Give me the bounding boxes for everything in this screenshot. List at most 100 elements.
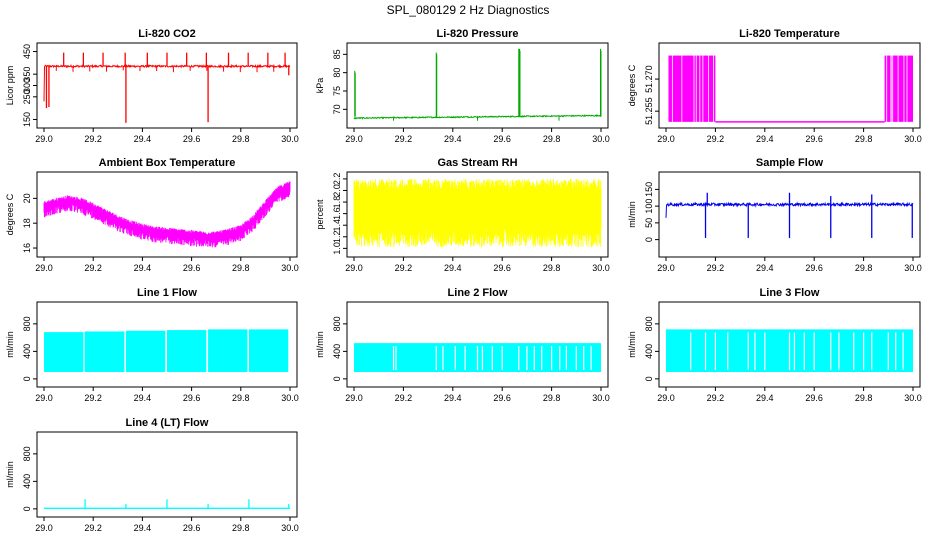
y-axis-label: percent bbox=[315, 199, 325, 230]
plot-area bbox=[668, 55, 913, 123]
x-tick-label: 29.8 bbox=[543, 263, 561, 273]
x-tick-label: 29.4 bbox=[444, 393, 462, 403]
flow-block bbox=[208, 329, 248, 372]
panel-sample-flow: Sample Flow ml/min 29.0 29.2 29.4 29.6 29.8 30.… bbox=[627, 157, 922, 273]
x-tick-label: 29.2 bbox=[707, 134, 725, 144]
x-tick-label: 29.0 bbox=[657, 263, 675, 273]
x-tick-label: 29.4 bbox=[134, 393, 152, 403]
y-tick-label: 51.270 bbox=[644, 65, 654, 93]
panel-title: Line 4 (LT) Flow bbox=[126, 417, 209, 429]
plot-area bbox=[353, 48, 602, 121]
plot-frame bbox=[658, 42, 921, 129]
x-tick-label: 29.6 bbox=[183, 523, 201, 533]
y-axis-label: degrees C bbox=[627, 64, 637, 106]
x-tick-label: 29.2 bbox=[395, 393, 413, 403]
y-tick-label: 20 bbox=[22, 193, 32, 203]
plot-area bbox=[44, 329, 289, 372]
y-tick-label: 0 bbox=[332, 376, 342, 381]
y-tick-label: 2.2 bbox=[332, 173, 342, 186]
y-tick-label: 16 bbox=[22, 243, 32, 253]
x-tick-label: 30.0 bbox=[281, 134, 299, 144]
panel-line-2-flow: Line 2 Flow ml/min 29.0 29.2 29.4 29.6 29.8 30.… bbox=[315, 287, 610, 403]
x-tick-label: 29.0 bbox=[35, 393, 53, 403]
y-tick-label: 2.0 bbox=[332, 184, 342, 197]
y-axis-label: ml/min bbox=[315, 331, 325, 358]
y-tick-label: 1.8 bbox=[332, 196, 342, 209]
x-tick-label: 30.0 bbox=[281, 263, 299, 273]
oscillation-block bbox=[884, 55, 913, 122]
panel-title: Ambient Box Temperature bbox=[99, 157, 236, 169]
y-tick-label: 400 bbox=[22, 474, 32, 489]
plot-frame bbox=[36, 431, 298, 518]
x-tick-label: 29.8 bbox=[855, 134, 873, 144]
x-tick-label: 29.6 bbox=[805, 393, 823, 403]
x-tick-label: 29.8 bbox=[543, 393, 561, 403]
y-tick-label: 85 bbox=[332, 49, 342, 59]
panel-li-820-pressure: Li-820 Pressure kPa 29.0 29.2 29.4 29.6 29.8 30… bbox=[315, 28, 610, 144]
y-tick-label: 80 bbox=[332, 68, 342, 78]
x-tick-label: 30.0 bbox=[904, 263, 922, 273]
x-tick-label: 29.6 bbox=[183, 134, 201, 144]
flow-block bbox=[167, 330, 207, 372]
plot-frame bbox=[346, 171, 609, 258]
y-axis-label: Licor ppm bbox=[5, 66, 15, 106]
x-tick-label: 29.6 bbox=[493, 134, 511, 144]
x-tick-label: 29.8 bbox=[232, 523, 250, 533]
x-tick-label: 29.4 bbox=[756, 134, 774, 144]
x-tick-label: 29.6 bbox=[183, 263, 201, 273]
x-tick-label: 29.0 bbox=[657, 393, 675, 403]
x-tick-label: 29.4 bbox=[134, 523, 152, 533]
x-tick-label: 30.0 bbox=[904, 393, 922, 403]
y-tick-label: 400 bbox=[644, 344, 654, 359]
y-axis-label: ml/min bbox=[5, 331, 15, 358]
y-tick-label: 1.0 bbox=[332, 242, 342, 255]
panel-title: Line 1 Flow bbox=[137, 287, 197, 299]
y-tick-label: 100 bbox=[644, 199, 654, 214]
plot-area bbox=[666, 329, 913, 372]
y-tick-label: 51.255 bbox=[644, 97, 654, 125]
flow-block bbox=[125, 330, 166, 372]
y-tick-label: 800 bbox=[332, 316, 342, 331]
x-tick-label: 29.4 bbox=[756, 263, 774, 273]
x-tick-label: 29.6 bbox=[805, 263, 823, 273]
panel-title: Gas Stream RH bbox=[437, 157, 517, 169]
y-tick-label: 400 bbox=[22, 344, 32, 359]
flow-block bbox=[44, 332, 84, 372]
panel-ambient-box-temperature: Ambient Box Temperature degrees C 29.0 29.2… bbox=[5, 157, 299, 273]
plot-area bbox=[354, 343, 601, 372]
x-tick-label: 30.0 bbox=[281, 523, 299, 533]
series-line bbox=[353, 114, 601, 120]
y-tick-label: 75 bbox=[332, 86, 342, 96]
panel-title: Sample Flow bbox=[756, 157, 824, 169]
oscillation-block bbox=[668, 55, 716, 122]
y-tick-label: 250 bbox=[22, 89, 32, 104]
y-axis-label: ml/min bbox=[5, 461, 15, 488]
x-tick-label: 29.6 bbox=[493, 393, 511, 403]
x-tick-label: 30.0 bbox=[592, 393, 610, 403]
flow-block bbox=[84, 331, 125, 372]
x-tick-label: 29.0 bbox=[345, 134, 363, 144]
x-tick-label: 30.0 bbox=[281, 393, 299, 403]
y-tick-label: 800 bbox=[22, 446, 32, 461]
panel-line-4-lt-flow: Line 4 (LT) Flow ml/min 29.0 29.2 29.4 29.6 29… bbox=[5, 417, 299, 533]
panel-li-820-co2: Li-820 CO2 Licor ppm 29.0 29.2 29.4 29.6 29.8 3… bbox=[5, 28, 299, 144]
y-tick-label: 0 bbox=[22, 376, 32, 381]
x-tick-label: 29.2 bbox=[84, 263, 102, 273]
plot-area bbox=[43, 52, 291, 123]
x-tick-label: 29.4 bbox=[134, 263, 152, 273]
x-tick-label: 29.0 bbox=[35, 134, 53, 144]
flow-block bbox=[248, 329, 289, 372]
x-tick-label: 29.2 bbox=[707, 393, 725, 403]
x-tick-label: 29.2 bbox=[84, 393, 102, 403]
panel-title: Line 3 Flow bbox=[760, 287, 820, 299]
plot-frame bbox=[36, 42, 298, 129]
y-tick-label: 150 bbox=[644, 182, 654, 197]
y-tick-label: 0 bbox=[22, 506, 32, 511]
panel-title: Line 2 Flow bbox=[448, 287, 508, 299]
y-tick-label: 300 bbox=[22, 78, 32, 93]
x-tick-label: 29.0 bbox=[35, 523, 53, 533]
plot-area bbox=[665, 192, 914, 238]
y-axis-label: degrees C bbox=[5, 193, 15, 235]
x-tick-label: 29.6 bbox=[493, 263, 511, 273]
